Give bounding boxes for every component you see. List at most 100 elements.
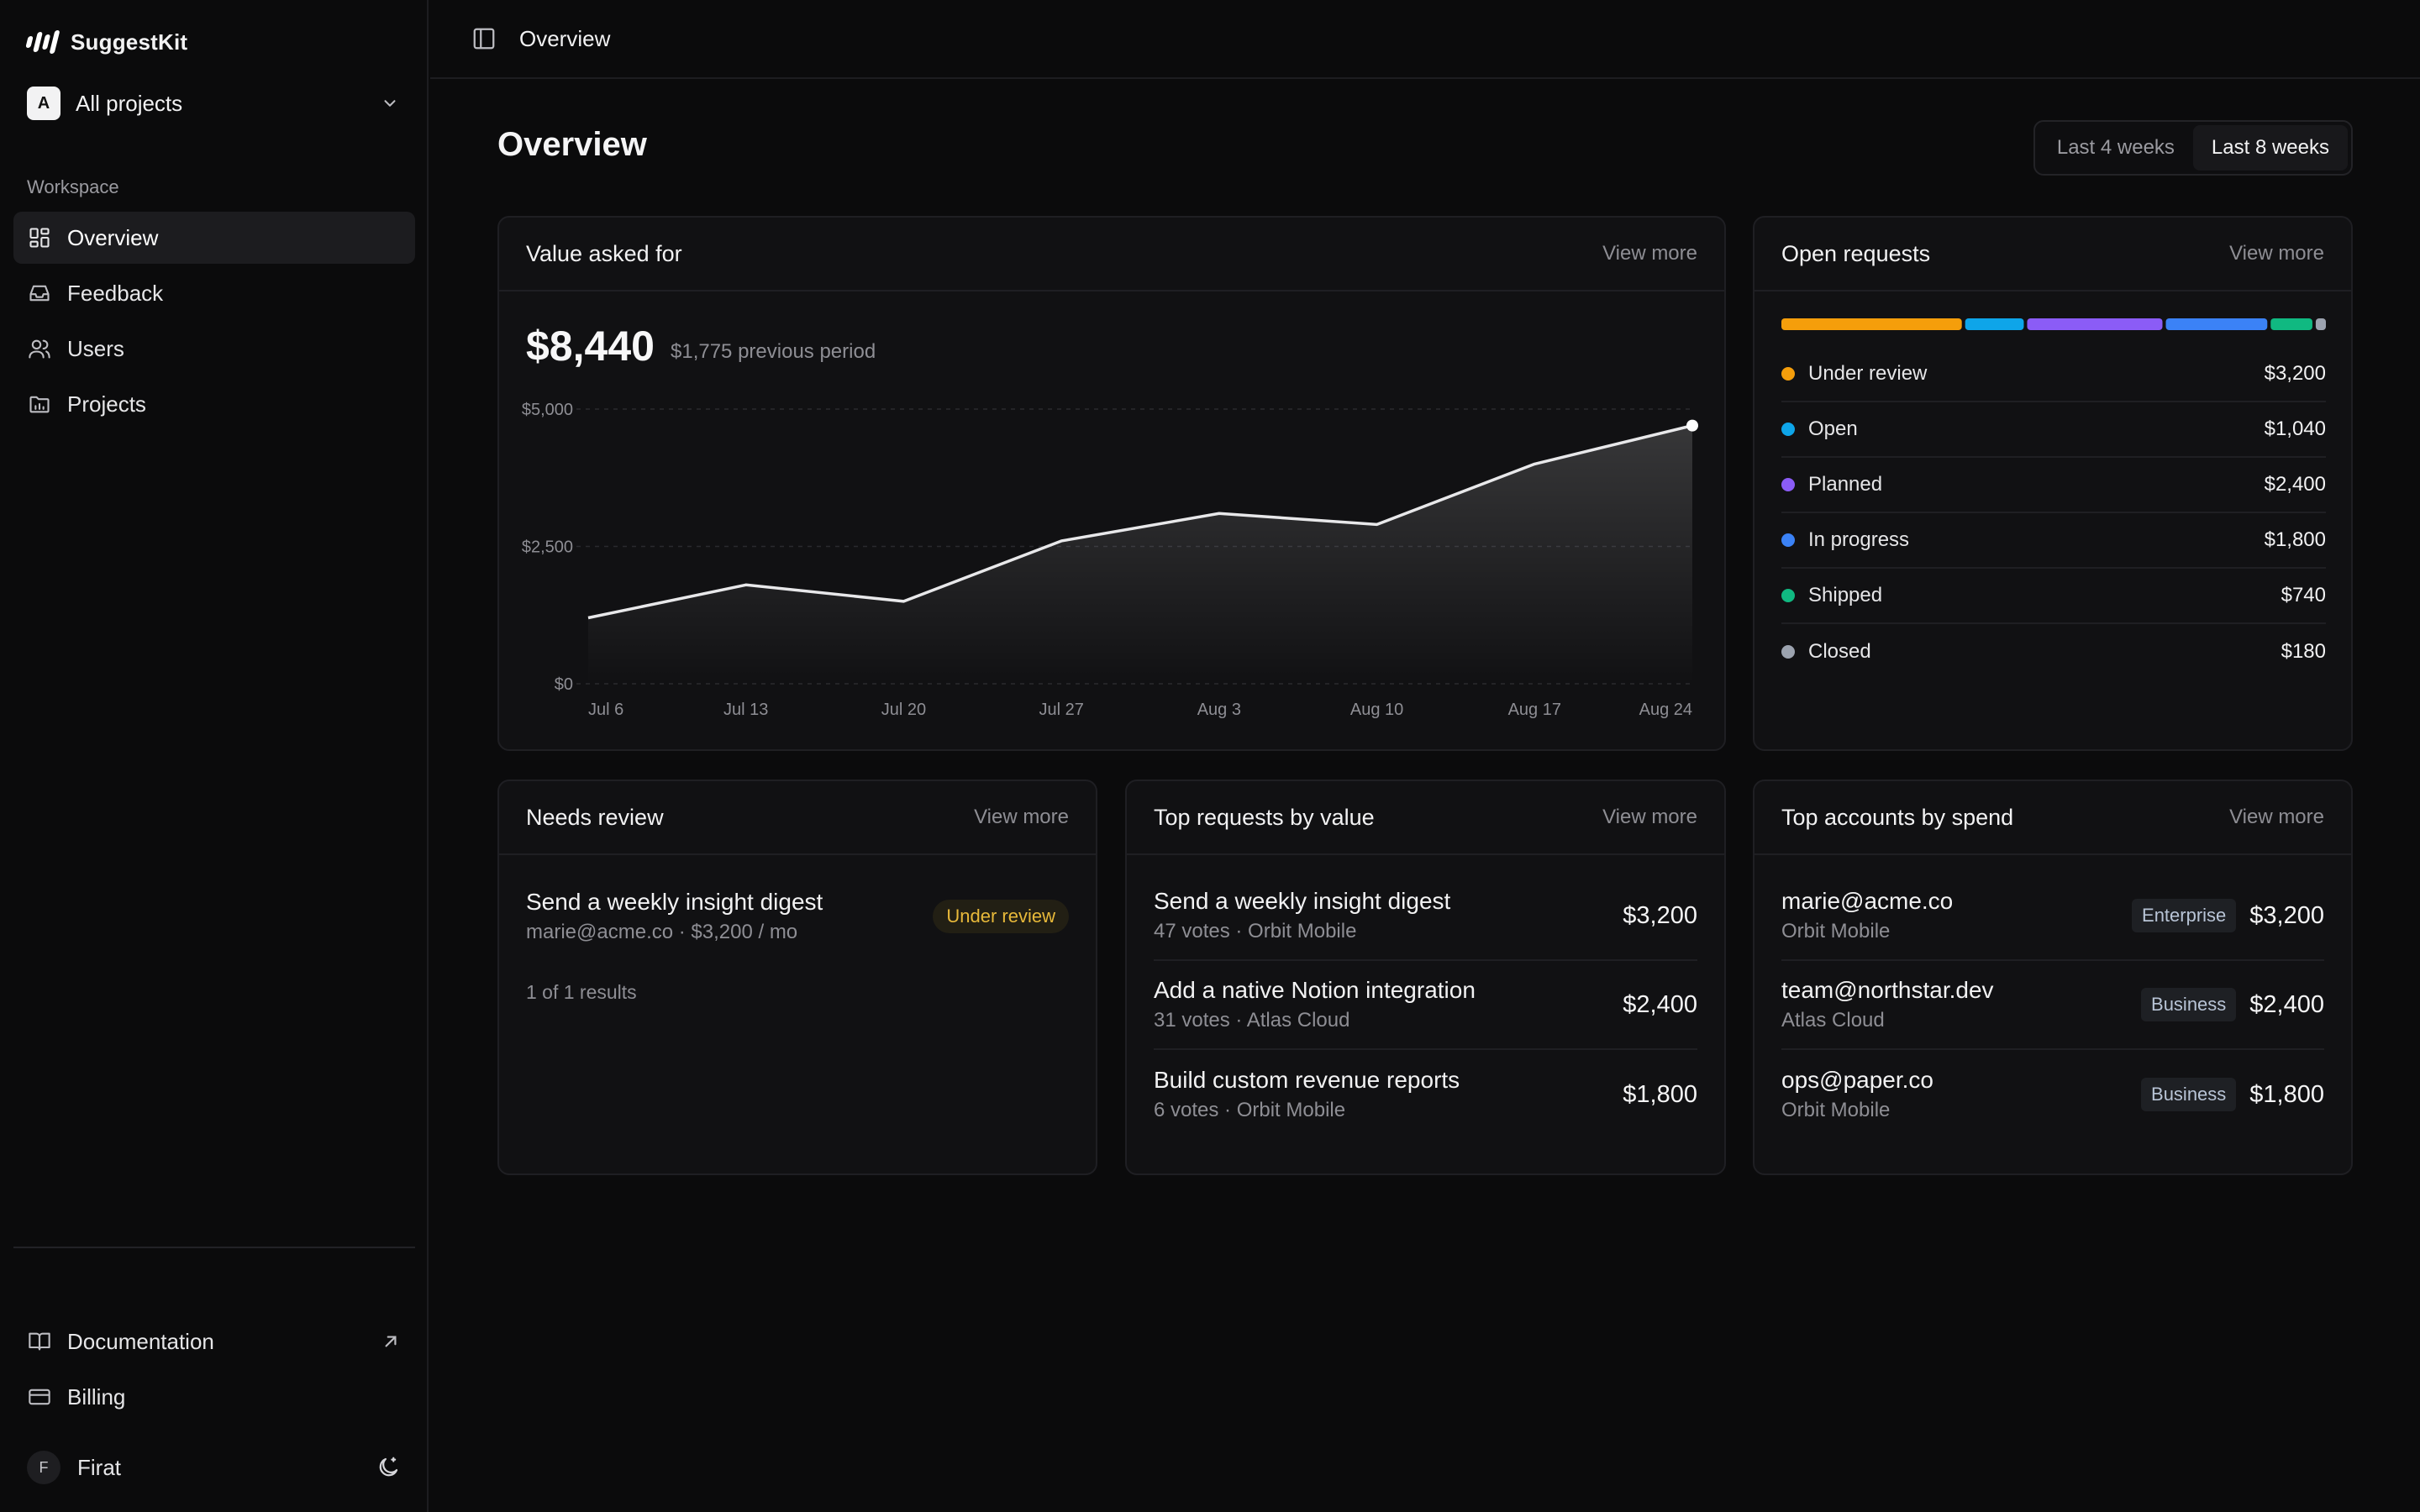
sidebar-toggle-icon[interactable]	[471, 25, 497, 52]
view-more-link[interactable]: View more	[2229, 806, 2324, 828]
total-value: $8,440	[526, 323, 655, 370]
request-amount: $1,800	[1623, 1080, 1697, 1108]
sidebar-nav: Overview Feedback Users Projects	[13, 212, 415, 433]
view-more-link[interactable]: View more	[974, 806, 1069, 828]
sidebar-bottom-nav: Documentation Billing	[13, 1315, 415, 1426]
sidebar-item-users[interactable]: Users	[13, 323, 415, 375]
list-item[interactable]: Send a weekly insight digest marie@acme.…	[526, 872, 1069, 961]
app-name: SuggestKit	[71, 29, 188, 55]
card-header: Needs review View more	[499, 781, 1096, 855]
x-tick-label: Aug 17	[1508, 701, 1561, 719]
account-amount: $3,200	[2249, 901, 2324, 929]
plan-badge: Business	[2141, 988, 2237, 1021]
sidebar-item-projects[interactable]: Projects	[13, 378, 415, 430]
results-count: 1 of 1 results	[526, 981, 637, 1003]
top-requests-card: Top requests by value View more Send a w…	[1125, 780, 1726, 1175]
status-value: $1,040	[2264, 417, 2326, 440]
card-title: Open requests	[1781, 240, 1931, 266]
list-item[interactable]: Add a native Notion integration 31 votes…	[1154, 961, 1697, 1050]
status-bar-segment	[2027, 318, 2163, 330]
chart-series-line	[587, 423, 1693, 620]
card-title: Top requests by value	[1154, 804, 1375, 830]
x-tick-label: Aug 3	[1197, 701, 1241, 719]
list-item[interactable]: Send a weekly insight digest 47 votes · …	[1154, 872, 1697, 961]
status-row-under-review[interactable]: Under review $3,200	[1781, 347, 2326, 402]
status-value: $740	[2281, 584, 2326, 606]
status-row-planned[interactable]: Planned $2,400	[1781, 458, 2326, 513]
page-title: Overview	[497, 126, 647, 163]
y-tick-label: $0	[555, 675, 573, 694]
status-row-in-progress[interactable]: In progress $1,800	[1781, 513, 2326, 569]
plan-badge: Enterprise	[2132, 899, 2237, 932]
status-row-closed[interactable]: Closed $180	[1781, 624, 2326, 680]
chart-point[interactable]	[1686, 419, 1698, 432]
account-email: marie@acme.co	[1781, 888, 1954, 914]
top-requests-list: Send a weekly insight digest 47 votes · …	[1154, 872, 1697, 1139]
status-row-shipped[interactable]: Shipped $740	[1781, 569, 2326, 624]
y-tick-label: $5,000	[522, 401, 573, 419]
sidebar-item-overview[interactable]: Overview	[13, 212, 415, 264]
needs-review-list: Send a weekly insight digest marie@acme.…	[526, 872, 1069, 961]
status-row-open[interactable]: Open $1,040	[1781, 402, 2326, 458]
user-menu[interactable]: F Firat	[27, 1450, 402, 1485]
chevron-down-icon	[378, 92, 402, 115]
status-value: $3,200	[2264, 362, 2326, 385]
card-header: Value asked for View more	[499, 218, 1724, 291]
theme-toggle-icon[interactable]	[375, 1454, 402, 1481]
account-project: Orbit Mobile	[1781, 920, 1891, 942]
project-avatar: A	[27, 87, 60, 120]
status-dot	[1781, 423, 1795, 436]
needs-review-card: Needs review View more Send a weekly ins…	[497, 780, 1097, 1175]
sidebar-divider	[13, 1247, 415, 1248]
range-last-4-weeks[interactable]: Last 4 weeks	[2056, 136, 2175, 159]
range-last-8-weeks[interactable]: Last 8 weeks	[2192, 125, 2348, 171]
sidebar-item-label: Documentation	[67, 1328, 214, 1354]
status-bar-segment	[2270, 318, 2312, 330]
status-label: Under review	[1808, 362, 1928, 385]
plan-badge: Business	[2141, 1078, 2237, 1111]
project-switcher[interactable]: A All projects	[27, 84, 402, 123]
date-range-toggle: Last 4 weeks Last 8 weeks	[2033, 120, 2353, 176]
book-icon	[27, 1329, 52, 1354]
account-amount: $2,400	[2249, 990, 2324, 1018]
status-bar-segment	[1781, 318, 1962, 330]
list-item[interactable]: marie@acme.co Orbit Mobile Enterprise $3…	[1781, 872, 2324, 961]
account-amount: $1,800	[2249, 1080, 2324, 1108]
x-tick-label: Jul 20	[881, 701, 926, 719]
account-project: Atlas Cloud	[1781, 1009, 1885, 1032]
users-icon	[27, 336, 52, 361]
view-more-link[interactable]: View more	[1602, 806, 1697, 828]
topbar: Overview	[430, 0, 2420, 79]
status-dot	[1781, 589, 1795, 602]
sidebar-item-feedback[interactable]: Feedback	[13, 267, 415, 319]
avatar: F	[27, 1451, 60, 1484]
folder-chart-icon	[27, 391, 52, 417]
top-accounts-list: marie@acme.co Orbit Mobile Enterprise $3…	[1781, 872, 2324, 1139]
view-more-link[interactable]: View more	[1602, 242, 1697, 265]
x-tick-label: Jul 6	[588, 701, 623, 719]
sidebar-item-documentation[interactable]: Documentation	[13, 1315, 415, 1368]
request-meta: 31 votes · Atlas Cloud	[1154, 1009, 1350, 1032]
list-item[interactable]: ops@paper.co Orbit Mobile Business $1,80…	[1781, 1050, 2324, 1139]
list-item[interactable]: team@northstar.dev Atlas Cloud Business …	[1781, 961, 2324, 1050]
card-title: Needs review	[526, 804, 664, 830]
sidebar-item-label: Users	[67, 335, 124, 361]
brand[interactable]: SuggestKit	[25, 25, 188, 59]
status-bar-segment	[1965, 318, 2024, 330]
status-distribution-bar	[1781, 318, 2326, 330]
sidebar-item-billing[interactable]: Billing	[13, 1371, 415, 1423]
y-tick-label: $2,500	[522, 538, 573, 557]
status-label: Open	[1808, 417, 1858, 440]
card-title: Top accounts by spend	[1781, 804, 2014, 830]
status-value: $180	[2281, 640, 2326, 663]
sidebar: SuggestKit A All projects Workspace Over…	[0, 0, 429, 1512]
status-dot	[1781, 645, 1795, 659]
list-item[interactable]: Build custom revenue reports 6 votes · O…	[1154, 1050, 1697, 1139]
x-tick-label: Jul 13	[723, 701, 768, 719]
status-label: Shipped	[1808, 584, 1883, 606]
status-list: Under review $3,200 Open $1,040 Planned …	[1781, 347, 2326, 680]
external-link-icon	[380, 1331, 402, 1352]
suggestkit-logo-icon	[25, 29, 60, 55]
account-project: Orbit Mobile	[1781, 1099, 1891, 1121]
view-more-link[interactable]: View more	[2229, 242, 2324, 265]
